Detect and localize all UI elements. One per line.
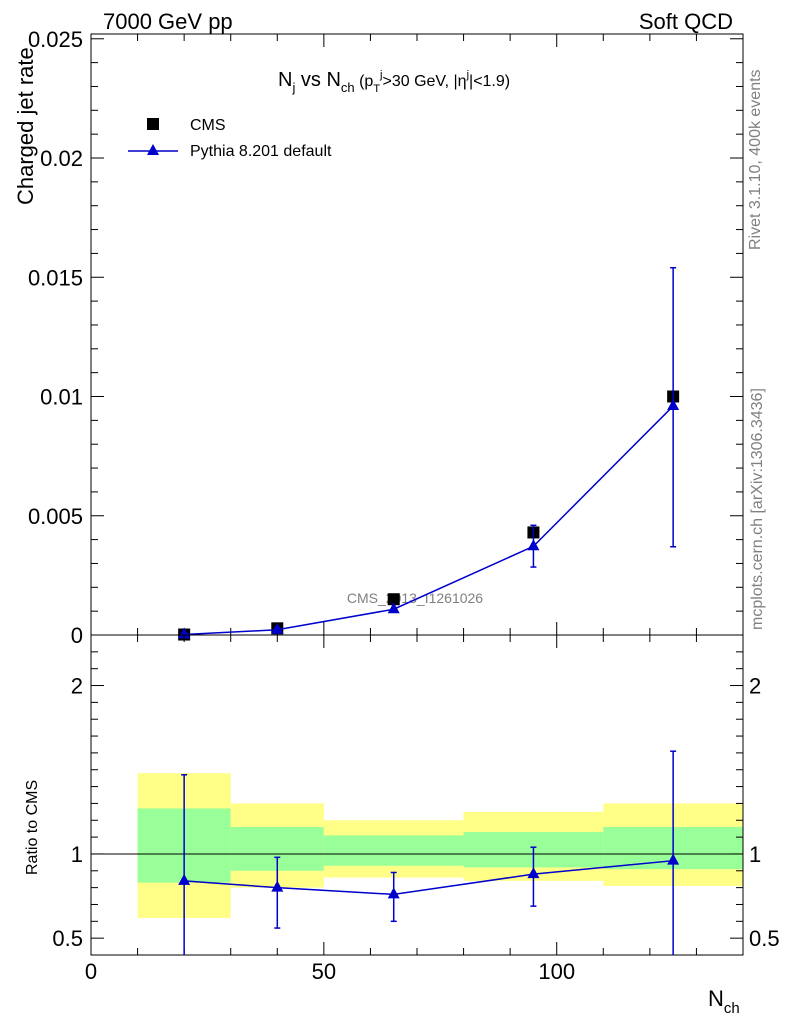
- ratio-data-point: [271, 880, 284, 892]
- ratio-y-tick-label-right: 1: [749, 842, 761, 867]
- x-tick-label: 50: [312, 959, 336, 984]
- main-y-tick-label: 0.01: [40, 385, 83, 410]
- main-y-tick-label: 0: [71, 623, 83, 648]
- ratio-y-tick-label-left: 2: [71, 674, 83, 699]
- legend-cms-label: CMS: [190, 117, 226, 134]
- legend-pythia-marker: [147, 144, 159, 155]
- y-axis-title-ratio: Ratio to CMS: [24, 780, 41, 875]
- cms-data-point: [387, 593, 400, 606]
- main-panel: 0 0.005 0.01 0.015 0.02 0.025: [28, 27, 744, 648]
- pythia-data-point: [178, 627, 191, 639]
- watermark: CMS_2013_I1261026: [347, 590, 483, 606]
- legend-pythia-label: Pythia 8.201 default: [190, 143, 332, 160]
- header-left: 7000 GeV pp: [103, 9, 233, 34]
- mcplots-label: mcplots.cern.ch [arXiv:1306.3436]: [749, 388, 766, 630]
- header-right: Soft QCD: [639, 9, 733, 34]
- rivet-label: Rivet 3.1.10, 400k events: [747, 69, 764, 250]
- x-tick-label: 0: [85, 959, 97, 984]
- pythia-data-point: [271, 622, 284, 634]
- main-y-tick-label: 0.02: [40, 146, 83, 171]
- ratio-band-inner: [323, 835, 464, 866]
- ratio-y-tick-label-right: 2: [749, 674, 761, 699]
- ratio-data-point: [527, 867, 540, 879]
- legend-cms-marker: [147, 118, 159, 130]
- x-tick-label: 100: [538, 959, 575, 984]
- ratio-data-point: [178, 873, 191, 885]
- ratio-y-tick-label-left: 1: [71, 842, 83, 867]
- x-axis-title: Nch: [708, 986, 740, 1017]
- main-y-tick-label: 0.005: [28, 504, 83, 529]
- pythia-data-point: [667, 399, 680, 411]
- ratio-data-point: [667, 853, 680, 865]
- ratio-panel: 0.5 0.5 1 1 2 2 0 50 100: [52, 634, 780, 984]
- ratio-y-tick-label-left: 0.5: [52, 926, 83, 951]
- legend: CMS Pythia 8.201 default: [128, 117, 332, 160]
- main-y-tick-label: 0.025: [28, 27, 83, 52]
- pythia-data-point: [387, 602, 400, 614]
- main-frame: [90, 33, 744, 636]
- y-axis-title-main: Charged jet rate: [13, 47, 38, 205]
- main-y-tick-label: 0.015: [28, 265, 83, 290]
- plot-title: Nj vs Nch (pTj>30 GeV, |ηj|<1.9): [278, 69, 510, 95]
- ratio-y-tick-label-right: 0.5: [749, 926, 780, 951]
- ratio-data-point: [387, 887, 400, 899]
- pythia-data-point: [527, 539, 540, 551]
